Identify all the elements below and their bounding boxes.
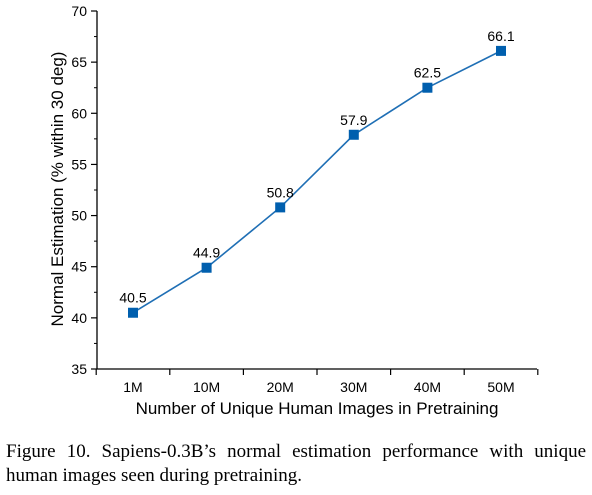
y-tick-label: 35 (71, 361, 87, 377)
y-axis: 35 40 45 50 55 60 65 70 (71, 3, 98, 377)
x-axis: 1M 10M 20M 30M 40M 50M (95, 368, 539, 395)
x-axis-title: Number of Unique Human Images in Pretrai… (136, 399, 499, 418)
chart: 35 40 45 50 55 60 65 70 1M 10M 20M 30M 40M 50M 40.5 4… (48, 3, 539, 418)
data-point (422, 82, 433, 93)
y-tick-label: 40 (71, 310, 87, 326)
y-tick-label: 55 (71, 156, 87, 172)
data-point (348, 129, 359, 140)
data-label: 40.5 (119, 290, 146, 306)
data-point (128, 307, 138, 318)
y-tick-label: 50 (71, 208, 87, 224)
y-tick-label: 60 (71, 105, 87, 121)
x-tick-label: 50M (487, 379, 514, 395)
x-tick-label: 30M (340, 379, 367, 395)
data-label: 62.5 (414, 65, 441, 81)
series-line (132, 50, 502, 314)
data-point (496, 45, 506, 56)
data-label: 44.9 (193, 245, 220, 261)
series-layer (128, 45, 506, 318)
data-point (275, 202, 286, 213)
y-tick-label: 65 (71, 54, 87, 70)
y-tick-label: 70 (71, 3, 87, 19)
x-tick-label: 20M (267, 379, 294, 395)
y-axis-title: Normal Estimation (% within 30 deg) (48, 52, 67, 327)
data-label: 57.9 (340, 112, 367, 128)
data-label: 66.1 (487, 28, 514, 44)
data-label: 50.8 (267, 184, 294, 200)
x-tick-label: 10M (193, 379, 220, 395)
x-tick-label: 1M (123, 379, 142, 395)
y-tick-label: 45 (71, 259, 87, 275)
x-tick-label: 40M (414, 379, 441, 395)
data-label-layer: 40.5 44.9 50.8 57.9 62.5 66.1 (119, 28, 514, 306)
figure-caption: Figure 10. Sapiens-0.3B’s normal estimat… (6, 441, 586, 486)
data-point (201, 262, 212, 273)
